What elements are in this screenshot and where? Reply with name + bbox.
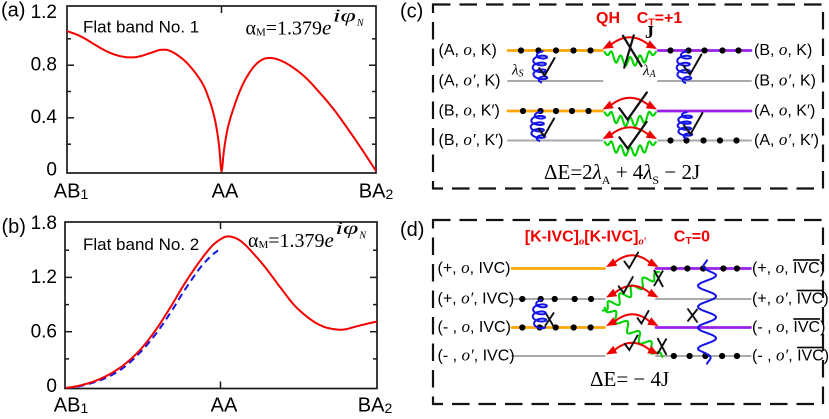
svg-text:AA: AA xyxy=(211,395,238,417)
svg-text:(B, o′, K): (B, o′, K) xyxy=(754,71,816,90)
svg-text:(B, o, K′): (B, o, K′) xyxy=(439,101,500,120)
svg-text:CT=0: CT=0 xyxy=(674,229,710,248)
svg-text:J: J xyxy=(645,22,654,42)
svg-text:0.6: 0.6 xyxy=(31,322,57,343)
svg-text:1.8: 1.8 xyxy=(31,213,57,234)
svg-text:(B, o′, K′): (B, o′, K′) xyxy=(439,130,504,149)
svg-text:αM=1.379eiφN: αM=1.379eiφN xyxy=(246,6,365,40)
svg-text:Flat band No. 1: Flat band No. 1 xyxy=(83,18,199,37)
svg-text:QH: QH xyxy=(596,10,620,27)
svg-text:1.2: 1.2 xyxy=(31,2,57,23)
svg-text:λS: λS xyxy=(511,63,524,80)
svg-text:(- , o′, IVC): (- , o′, IVC) xyxy=(752,346,829,365)
svg-text:0.4: 0.4 xyxy=(31,107,58,128)
svg-text:(A, o′, K′): (A, o′, K′) xyxy=(754,130,819,149)
svg-text:AA: AA xyxy=(212,181,239,203)
svg-text:ΔE= − 4J: ΔE= − 4J xyxy=(590,367,669,391)
svg-text:ΔE=2λA + 4λS − 2J: ΔE=2λA + 4λS − 2J xyxy=(544,160,700,187)
svg-text:(- , o′, IVC): (- , o′, IVC) xyxy=(438,346,515,365)
svg-text:(- , o, IVC): (- , o, IVC) xyxy=(752,317,825,336)
svg-text:[K-IVC]o[K-IVC]o′: [K-IVC]o[K-IVC]o′ xyxy=(525,229,647,248)
svg-text:BA2: BA2 xyxy=(359,181,394,203)
svg-text:(B, o, K): (B, o, K) xyxy=(754,40,812,59)
svg-text:(d): (d) xyxy=(400,219,424,241)
svg-text:λA: λA xyxy=(642,63,657,80)
svg-text:CT=+1: CT=+1 xyxy=(637,10,683,29)
svg-text:(+, o, IVC): (+, o, IVC) xyxy=(752,258,825,277)
svg-text:(A, o, K): (A, o, K) xyxy=(439,40,497,59)
svg-text:AB1: AB1 xyxy=(54,395,89,417)
svg-text:(- , o, IVC): (- , o, IVC) xyxy=(438,317,511,336)
svg-text:(+, o′, IVC): (+, o′, IVC) xyxy=(752,289,829,308)
svg-text:(+, o, IVC): (+, o, IVC) xyxy=(438,258,511,277)
svg-text:(b): (b) xyxy=(2,216,26,238)
svg-text:(c): (c) xyxy=(400,1,423,23)
svg-text:Flat band No. 2: Flat band No. 2 xyxy=(83,235,199,254)
svg-text:AB1: AB1 xyxy=(54,181,89,203)
svg-text:(A, o, K′): (A, o, K′) xyxy=(754,101,815,120)
svg-text:(a): (a) xyxy=(1,0,25,22)
svg-text:αM=1.379eiφN: αM=1.379eiφN xyxy=(248,218,367,252)
svg-text:(A, o′, K): (A, o′, K) xyxy=(439,71,501,90)
svg-text:0: 0 xyxy=(46,376,57,397)
svg-text:0: 0 xyxy=(46,160,57,181)
svg-text:(+, o′, IVC): (+, o′, IVC) xyxy=(438,289,515,308)
svg-text:0.8: 0.8 xyxy=(31,55,57,76)
svg-text:BA2: BA2 xyxy=(358,395,393,417)
svg-text:1.2: 1.2 xyxy=(31,267,57,288)
